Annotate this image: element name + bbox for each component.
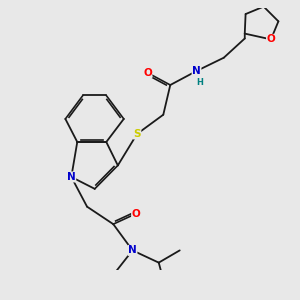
Text: N: N bbox=[67, 172, 76, 182]
Text: O: O bbox=[143, 68, 152, 78]
Text: O: O bbox=[132, 209, 140, 219]
Text: H: H bbox=[196, 78, 203, 87]
Text: N: N bbox=[192, 66, 201, 76]
Text: N: N bbox=[128, 245, 137, 255]
Text: S: S bbox=[133, 129, 141, 139]
Text: O: O bbox=[267, 34, 275, 44]
